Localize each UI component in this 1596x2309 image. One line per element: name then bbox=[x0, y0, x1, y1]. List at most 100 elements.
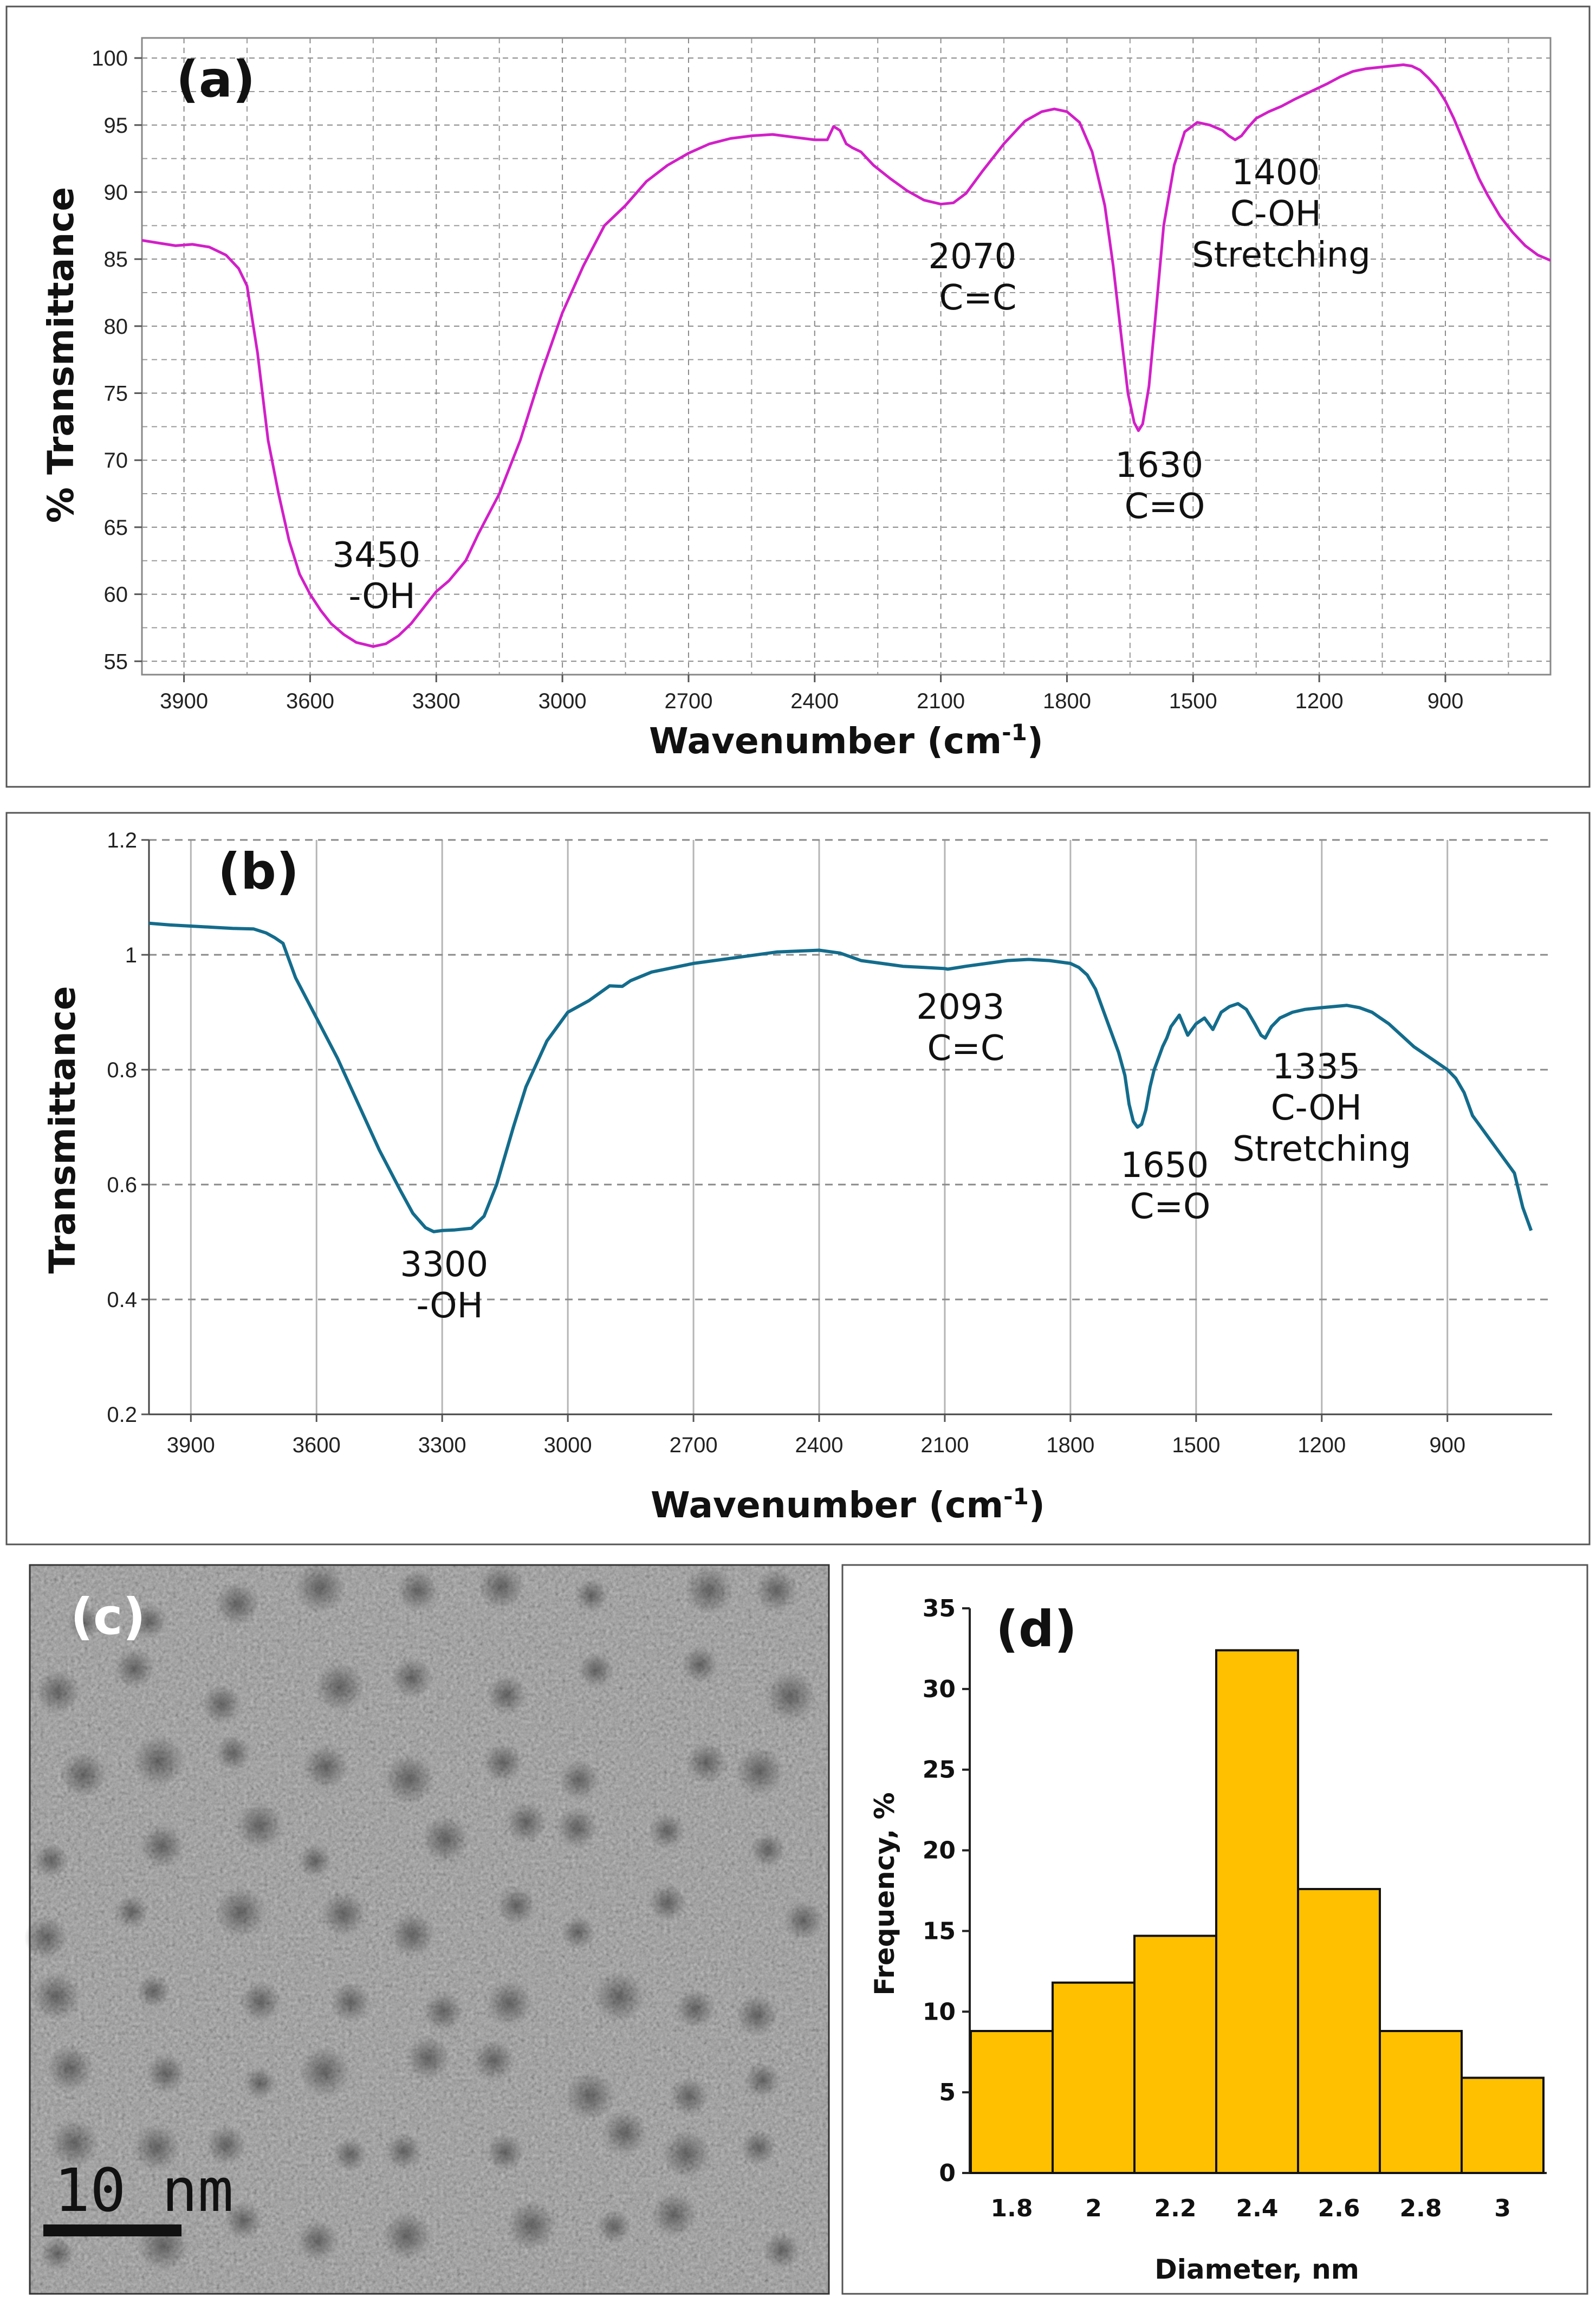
x-tick-label: 1500 bbox=[1172, 1433, 1220, 1457]
nanoparticle bbox=[244, 2067, 276, 2099]
nanoparticle bbox=[556, 1807, 598, 1848]
y-tick-label: 1 bbox=[125, 943, 137, 967]
nanoparticle bbox=[215, 1887, 266, 1938]
x-tick-label: 3900 bbox=[160, 689, 208, 713]
nanoparticle bbox=[133, 2124, 180, 2171]
x-tick-label: 3000 bbox=[539, 689, 587, 713]
nanoparticle bbox=[47, 2045, 93, 2092]
panel-d-label: (d) bbox=[996, 1600, 1077, 1658]
nanoparticle bbox=[295, 1562, 346, 1613]
x-tick-label: 900 bbox=[1429, 1433, 1465, 1457]
tem-micrograph: (c) 10 nm bbox=[24, 1562, 830, 2295]
x-tick-label: 2400 bbox=[795, 1433, 844, 1457]
nanoparticle bbox=[240, 1981, 281, 2022]
x-tick-label: 1200 bbox=[1297, 1433, 1346, 1457]
nanoparticle bbox=[297, 2220, 338, 2261]
panel-b-spectrum-line bbox=[149, 921, 1533, 1233]
nanoparticle bbox=[597, 2210, 631, 2243]
nanoparticle bbox=[507, 2201, 556, 2250]
panel-b-y-axis-title: Transmittance bbox=[42, 986, 83, 1273]
nanoparticle bbox=[472, 2039, 515, 2081]
nanoparticle bbox=[478, 1563, 524, 1610]
nanoparticle bbox=[382, 2211, 431, 2260]
y-tick-label: 25 bbox=[923, 1756, 956, 1784]
y-tick-label: 1.2 bbox=[107, 829, 137, 852]
nanoparticle bbox=[783, 1900, 823, 1941]
x-tick-label: 1500 bbox=[1169, 689, 1217, 713]
panel-a-border bbox=[5, 5, 1591, 788]
nanoparticle bbox=[50, 2119, 99, 2168]
x-tick-label: 2.8 bbox=[1400, 2195, 1442, 2222]
x-tick-label: 1800 bbox=[1046, 1433, 1094, 1457]
nanoparticle bbox=[24, 1916, 68, 1959]
nanoparticle bbox=[321, 1891, 366, 1937]
y-tick-label: 100 bbox=[92, 47, 128, 70]
annotation-b-1650: 1650 C=O bbox=[1120, 1146, 1219, 1227]
histogram-bar bbox=[1052, 1981, 1136, 2174]
nanoparticle bbox=[333, 2138, 367, 2171]
annotation-a-2070: 2070 C=C bbox=[928, 237, 1027, 318]
panel-c-label: (c) bbox=[70, 1588, 146, 1646]
x-tick-label: 3300 bbox=[412, 689, 460, 713]
x-tick-label: 3600 bbox=[286, 689, 334, 713]
nanoparticle bbox=[67, 1606, 101, 1639]
annotation-a-1630: 1630 C=O bbox=[1115, 445, 1214, 527]
nanoparticle bbox=[36, 1670, 80, 1714]
annotation-a-1400: 1400 C-OH Stretching bbox=[1192, 153, 1371, 275]
nanoparticle bbox=[384, 1754, 434, 1804]
panel-b-ticks: 3900 3600 3300 3000 2700 2400 2100 1800 1500 1200… bbox=[107, 829, 1465, 1457]
x-tick-label: 2400 bbox=[790, 689, 839, 713]
nanoparticle bbox=[736, 1994, 778, 2036]
nanoparticle-dots bbox=[24, 1562, 823, 2272]
histogram-bar bbox=[1379, 2030, 1463, 2175]
panel-a-annotations: 3450 -OH 2070 C=C 1630 C=O 1400 C-OH Str… bbox=[332, 153, 1371, 617]
panel-a-ticks: 3900 3600 3300 3000 2700 2400 2100 1800 1500 1200… bbox=[92, 47, 1463, 713]
nanoparticle bbox=[115, 1895, 148, 1929]
y-tick-label: 55 bbox=[104, 650, 128, 674]
nanoparticle bbox=[649, 1813, 685, 1849]
nanoparticle bbox=[505, 1802, 547, 1843]
nanoparticle bbox=[763, 2232, 800, 2269]
panel-a-spectrum-line bbox=[142, 63, 1550, 648]
nanoparticle bbox=[146, 2053, 186, 2093]
x-tick-label: 3000 bbox=[544, 1433, 592, 1457]
y-tick-label: 15 bbox=[923, 1917, 956, 1945]
nanoparticle bbox=[421, 1815, 469, 1863]
nanoparticle bbox=[483, 1743, 523, 1783]
x-tick-label: 1800 bbox=[1043, 689, 1091, 713]
histogram-bar bbox=[1215, 1649, 1299, 2175]
annotation-b-1335: 1335 C-OH Stretching bbox=[1232, 1047, 1411, 1169]
y-tick-label: 70 bbox=[104, 449, 128, 473]
y-tick-label: 30 bbox=[923, 1676, 956, 1703]
panel-a-gridlines bbox=[142, 38, 1550, 675]
x-tick-label: 2100 bbox=[917, 689, 965, 713]
nanoparticle bbox=[423, 1991, 463, 2032]
histogram-bar bbox=[1297, 1888, 1381, 2175]
nanoparticle bbox=[486, 1675, 527, 1715]
nanoparticle bbox=[486, 2133, 524, 2171]
nanoparticle bbox=[330, 1982, 371, 2022]
x-tick-label: 900 bbox=[1428, 689, 1464, 713]
nanoparticle bbox=[561, 1916, 595, 1949]
panel-b-annotations: 3300 -OH 2093 C=C 1650 C=O 1335 C-OH Str… bbox=[400, 987, 1411, 1326]
x-tick-label: 2100 bbox=[920, 1433, 969, 1457]
nanoparticle bbox=[202, 1684, 242, 1724]
x-tick-label: 2.2 bbox=[1154, 2195, 1197, 2222]
y-tick-label: 0 bbox=[939, 2159, 956, 2187]
nanoparticle bbox=[315, 1662, 365, 1712]
nanoparticle bbox=[390, 1912, 435, 1957]
panel-b-gridlines bbox=[149, 839, 1552, 1415]
nanoparticle bbox=[236, 1802, 283, 1849]
nanoparticle bbox=[215, 1582, 259, 1626]
x-tick-label: 3300 bbox=[418, 1433, 466, 1457]
nanoparticle bbox=[750, 1833, 785, 1867]
annotation-b-2093: 2093 C=C bbox=[916, 987, 1015, 1069]
histogram-bar bbox=[970, 2030, 1054, 2175]
y-tick-label: 80 bbox=[104, 315, 128, 339]
x-tick-label: 1200 bbox=[1295, 689, 1344, 713]
nanoparticle bbox=[565, 2071, 615, 2121]
nanoparticle bbox=[559, 1760, 599, 1800]
panel-b-label: (b) bbox=[218, 843, 299, 901]
nanoparticle bbox=[682, 1646, 718, 1683]
